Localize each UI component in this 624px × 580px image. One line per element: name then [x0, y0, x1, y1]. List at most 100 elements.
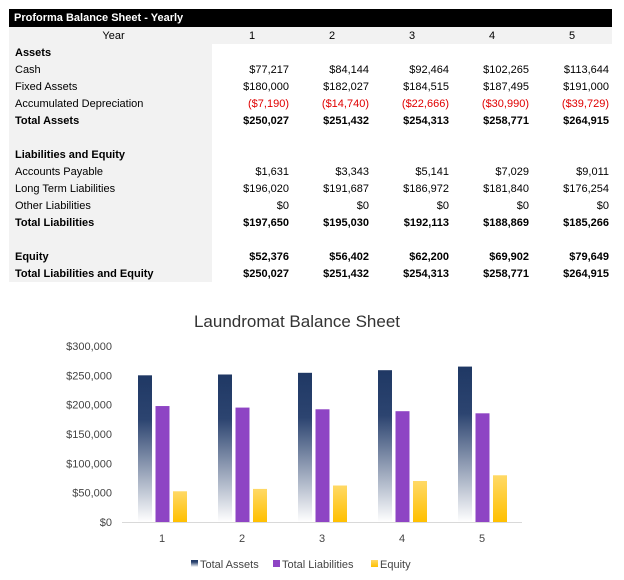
- year-header: 3: [372, 27, 452, 44]
- table-row: Fixed Assets $180,000 $182,027 $184,515 $187…: [9, 78, 612, 95]
- cell-value: $254,313: [403, 267, 449, 280]
- cell-value: $0: [356, 199, 369, 212]
- cell-value: $185,266: [563, 216, 609, 229]
- row-label: Total Liabilities: [9, 214, 212, 231]
- balance-chart: Laundromat Balance Sheet $0 $50,000 $100,0…: [66, 312, 522, 571]
- year-header: 1: [212, 27, 292, 44]
- cell-value: $69,902: [489, 250, 529, 263]
- cell-value: $188,869: [483, 216, 529, 229]
- table-row: Accumulated Depreciation ($7,190) ($14,740…: [9, 95, 612, 112]
- cell-value: $113,644: [563, 63, 609, 76]
- cell-value: $3,343: [335, 165, 369, 178]
- cell-value: $77,217: [249, 63, 289, 76]
- table-row: Assets: [9, 44, 612, 61]
- cell-value: ($7,190): [248, 97, 289, 110]
- legend-swatch: [273, 560, 280, 567]
- cell-value: $0: [516, 199, 529, 212]
- row-label: Accumulated Depreciation: [9, 95, 212, 112]
- table-row: Total Liabilities $197,650 $195,030 $192,11…: [9, 214, 612, 231]
- cell-value: $250,027: [243, 114, 289, 127]
- bar-total-liabilities: [235, 407, 250, 522]
- cell-value: $250,027: [243, 267, 289, 280]
- row-label: Equity: [9, 248, 212, 265]
- row-label: [9, 129, 212, 146]
- cell-value: $0: [436, 199, 449, 212]
- bar-equity: [253, 488, 267, 522]
- bar-total-assets: [298, 372, 312, 522]
- cell-value: $187,495: [483, 80, 529, 93]
- table-row: Total Liabilities and Equity $250,027 $251…: [9, 265, 612, 282]
- row-label: Total Liabilities and Equity: [9, 265, 212, 282]
- bar-total-assets: [138, 375, 152, 522]
- bar-equity: [413, 480, 427, 522]
- bar-total-liabilities: [315, 409, 330, 522]
- table-row: Accounts Payable $1,631 $3,343 $5,141 $7,029…: [9, 163, 612, 180]
- cell-value: $84,144: [329, 63, 369, 76]
- row-label: [9, 231, 212, 248]
- cell-value: $258,771: [483, 114, 529, 127]
- row-label: Long Term Liabilities: [9, 180, 212, 197]
- x-tick-label: 4: [399, 533, 405, 545]
- cell-value: $191,687: [323, 182, 369, 195]
- cell-value: $62,200: [409, 250, 449, 263]
- y-tick-label: $50,000: [72, 488, 112, 500]
- cell-value: $79,649: [569, 250, 609, 263]
- row-label: Accounts Payable: [9, 163, 212, 180]
- cell-value: $9,011: [576, 165, 609, 178]
- cell-value: $102,265: [483, 63, 529, 76]
- x-tick-label: 1: [159, 533, 165, 545]
- x-tick-label: 2: [239, 533, 245, 545]
- year-header: 4: [452, 27, 532, 44]
- bar-equity: [333, 485, 347, 522]
- y-tick-label: $0: [100, 517, 112, 529]
- cell-value: $197,650: [243, 216, 289, 229]
- cell-value: $180,000: [243, 80, 289, 93]
- y-tick-label: $150,000: [66, 429, 112, 441]
- cell-value: $56,402: [329, 250, 369, 263]
- table-row: Liabilities and Equity: [9, 146, 612, 163]
- cell-value: $264,915: [563, 114, 609, 127]
- table-row: Other Liabilities $0 $0 $0 $0 $0: [9, 197, 612, 214]
- cell-value: $181,840: [483, 182, 529, 195]
- table-row: Long Term Liabilities $196,020 $191,687 $18…: [9, 180, 612, 197]
- legend-label: Total Assets: [200, 559, 259, 571]
- row-label: Fixed Assets: [9, 78, 212, 95]
- year-header: 5: [532, 27, 612, 44]
- cell-value: $251,432: [323, 267, 369, 280]
- table-row: Equity $52,376 $56,402 $62,200 $69,902 $79,64…: [9, 248, 612, 265]
- bar-total-liabilities: [475, 413, 490, 522]
- table-row: Total Assets $250,027 $251,432 $254,313 $258…: [9, 112, 612, 129]
- cell-value: $0: [276, 199, 289, 212]
- cell-value: $92,464: [409, 63, 449, 76]
- cell-value: $52,376: [249, 250, 289, 263]
- y-tick-label: $100,000: [66, 458, 112, 470]
- year-label: Year: [9, 27, 212, 44]
- y-tick-label: $200,000: [66, 400, 112, 412]
- cell-value: $251,432: [323, 114, 369, 127]
- cell-value: ($22,666): [401, 97, 449, 110]
- sheet-title: Proforma Balance Sheet - Yearly: [9, 9, 612, 27]
- balance-table: Year 1 2 3 4 5 Assets Cash $77,217 $84,144 $92,464…: [9, 27, 612, 282]
- cell-value: $191,000: [563, 80, 609, 93]
- cell-value: $186,972: [403, 182, 449, 195]
- table-row: [9, 129, 612, 146]
- year-header: 2: [292, 27, 372, 44]
- cell-value: $0: [596, 199, 609, 212]
- row-label: Total Assets: [9, 112, 212, 129]
- x-tick-label: 5: [479, 533, 485, 545]
- legend-swatch: [371, 560, 378, 567]
- cell-value: $182,027: [323, 80, 369, 93]
- table-row: Cash $77,217 $84,144 $92,464 $102,265 $113,64…: [9, 61, 612, 78]
- year-row: Year 1 2 3 4 5: [9, 27, 612, 44]
- table-row: [9, 231, 612, 248]
- chart-title: Laundromat Balance Sheet: [194, 312, 400, 331]
- cell-value: $258,771: [483, 267, 529, 280]
- cell-value: ($39,729): [561, 97, 609, 110]
- bar-total-assets: [218, 374, 232, 522]
- row-label: Assets: [9, 44, 212, 61]
- bar-total-assets: [458, 366, 472, 522]
- row-label: Cash: [9, 61, 212, 78]
- y-tick-label: $250,000: [66, 370, 112, 382]
- legend-swatch: [191, 560, 198, 567]
- bar-equity: [493, 475, 507, 522]
